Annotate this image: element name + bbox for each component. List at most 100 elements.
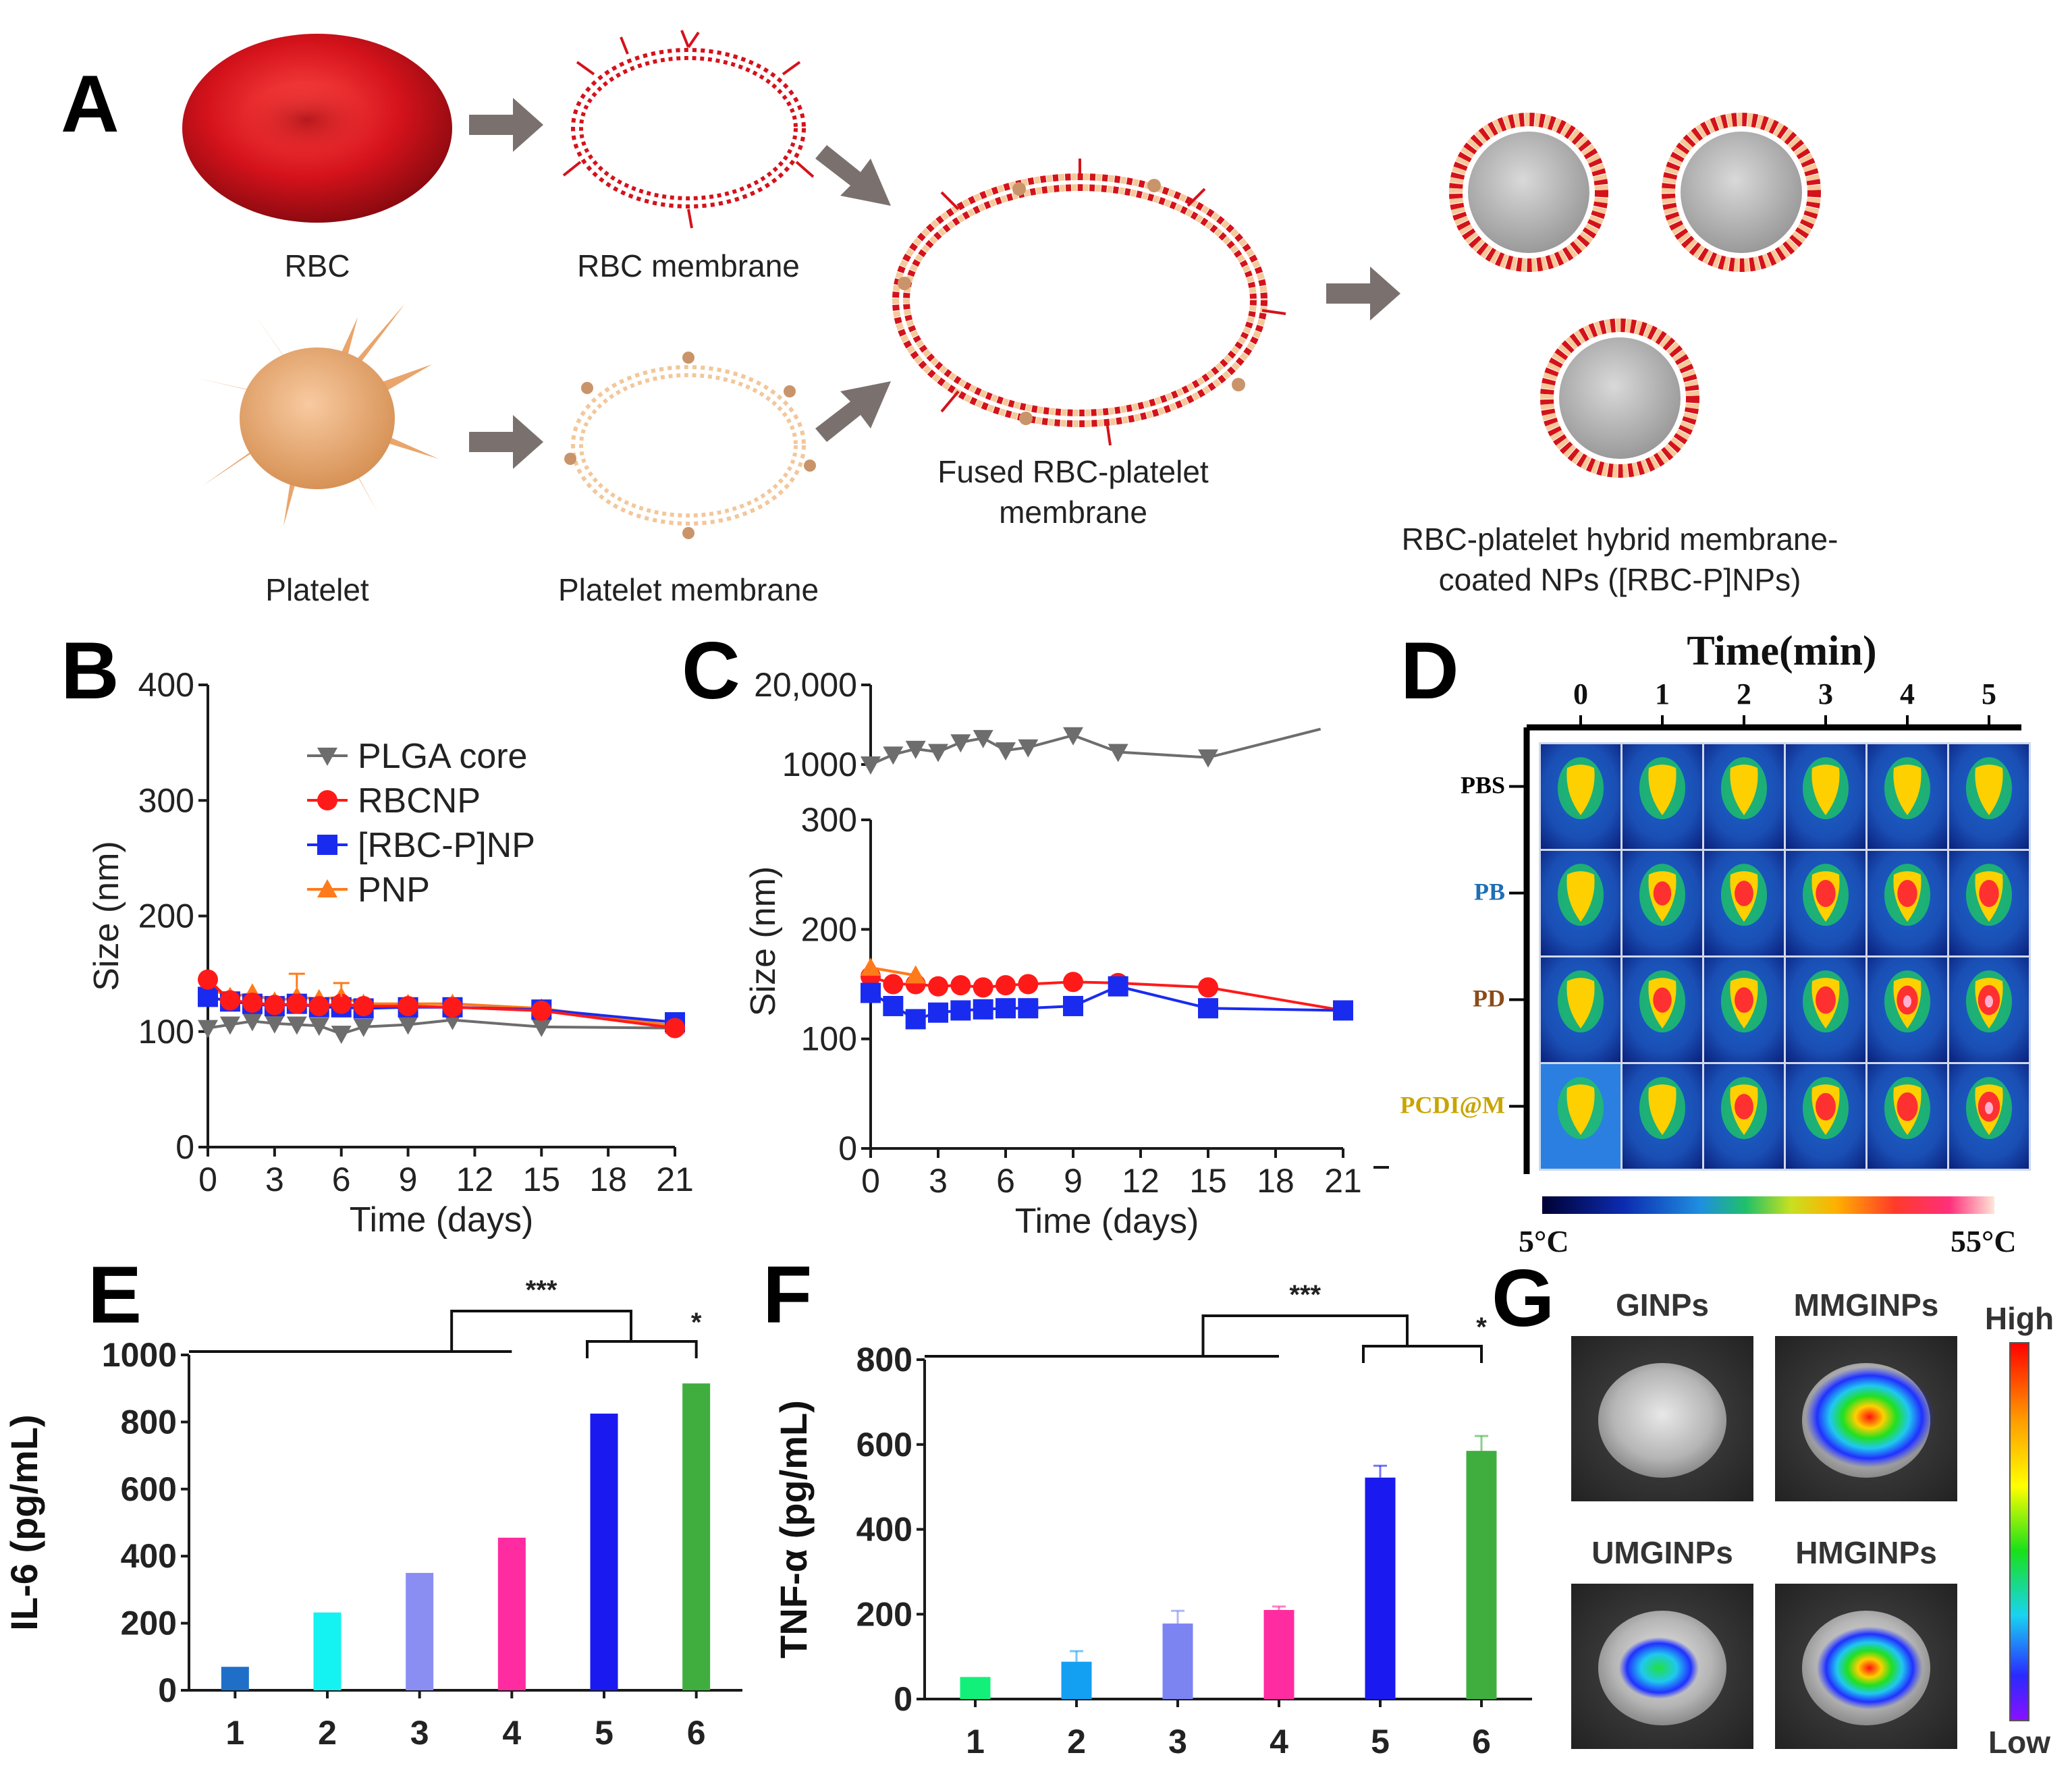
- panel-d: D Time(min) 0 1 2 3 4 5 PBS PB PD PCDI@M 5°C 55°C: [1400, 626, 2031, 1258]
- data-point: [1108, 744, 1128, 762]
- data-point: [973, 999, 993, 1020]
- hybrid-nanoparticles-illustration: [1449, 113, 1821, 478]
- x-tick-label: 18: [1257, 1162, 1294, 1200]
- x-tick-label: 1: [966, 1723, 985, 1760]
- data-point: [308, 1018, 329, 1036]
- data-point: [1198, 749, 1218, 768]
- data-point: [996, 998, 1016, 1019]
- data-point: [286, 1016, 307, 1035]
- bioluminescence-grid: GINPs MMGINPs UMGINPs HMGINPs: [1571, 1287, 1957, 1749]
- thermal-image-grid: 0 1 2 3 4 5 PBS PB PD PCDI@M: [1400, 677, 2031, 1174]
- data-point: [950, 1000, 971, 1021]
- label-rbc: RBC: [284, 248, 350, 283]
- chart-b: 0 100 200 300 400 0 3 6 9 12 15 18 21 Time (days) Size…: [87, 666, 694, 1240]
- data-point: [198, 1020, 218, 1038]
- x-tick-label: 6: [332, 1161, 351, 1198]
- data-point: [861, 982, 881, 1003]
- x-axis-label: Time (days): [1015, 1202, 1199, 1241]
- significance-bracket: [586, 1340, 698, 1358]
- colorbar-min-label: 5°C: [1519, 1224, 1569, 1258]
- label-platelet-membrane: Platelet membrane: [558, 572, 819, 607]
- data-point: [317, 879, 337, 897]
- significance-bracket: [450, 1310, 632, 1352]
- data-point: [219, 990, 240, 1011]
- data-point: [928, 976, 948, 997]
- y-tick-label: 300: [138, 781, 194, 819]
- y-tick-label: 400: [138, 666, 194, 704]
- label-hybrid-line2: coated NPs ([RBC-P]NPs): [1439, 562, 1801, 597]
- x-tick-label: 0: [198, 1161, 217, 1198]
- data-point: [264, 1015, 285, 1034]
- bar: [1466, 1451, 1497, 1699]
- x-tick-label: 21: [656, 1161, 694, 1198]
- thermal-hotspot: [1735, 1094, 1753, 1120]
- data-point: [308, 996, 329, 1017]
- thermal-hotspot: [1653, 987, 1672, 1013]
- significance-label: ***: [526, 1275, 557, 1305]
- thermal-spot: [1975, 765, 2003, 816]
- x-tick-label: 3: [410, 1714, 429, 1752]
- thermal-hotspot: [1735, 987, 1753, 1013]
- label-rbc-membrane: RBC membrane: [577, 248, 800, 283]
- y-tick-label: 0: [838, 1130, 857, 1167]
- data-point: [398, 1016, 418, 1035]
- rbc-membrane-illustration: [562, 30, 815, 229]
- data-point: [264, 995, 285, 1016]
- bar: [682, 1383, 711, 1690]
- y-tick-label: 0: [175, 1128, 194, 1166]
- data-point: [883, 974, 904, 995]
- y-tick-label: 0: [894, 1680, 912, 1718]
- x-tick-label: 2: [1067, 1723, 1086, 1760]
- data-point: [883, 995, 904, 1016]
- data-point: [905, 1009, 926, 1030]
- rbc-illustration: [182, 34, 452, 223]
- label-fused-line1: Fused RBC-platelet: [937, 454, 1209, 489]
- y-tick-label: 600: [121, 1470, 177, 1508]
- data-point: [219, 1016, 240, 1035]
- organ-shape: [1598, 1363, 1726, 1478]
- y-tick-label: 400: [121, 1537, 177, 1575]
- x-tick-label: 12: [456, 1161, 494, 1198]
- y-tick-label: 200: [138, 897, 194, 935]
- image-label: GINPs: [1616, 1287, 1709, 1323]
- bar: [406, 1573, 434, 1690]
- column-label: 4: [1900, 677, 1915, 711]
- upper-y-tick-label: 1000: [782, 746, 857, 783]
- platelet-membrane-illustration: [564, 352, 816, 539]
- platelet-illustration: [196, 304, 439, 526]
- thermal-hotspot: [1735, 881, 1753, 907]
- legend-label: PNP: [358, 870, 430, 910]
- y-tick-label: 300: [801, 801, 857, 839]
- series-line: [870, 966, 917, 977]
- significance-label: ***: [1289, 1280, 1321, 1310]
- column-label: 5: [1982, 677, 1996, 711]
- y-tick-label: 600: [856, 1426, 912, 1464]
- signal-blob: [1805, 1366, 1934, 1468]
- data-point: [996, 742, 1016, 761]
- data-point: [905, 965, 926, 984]
- column-label: 1: [1655, 677, 1670, 711]
- x-tick-label: 21: [1324, 1162, 1362, 1200]
- bar: [497, 1537, 526, 1690]
- y-tick-label: 100: [801, 1020, 857, 1058]
- data-point: [1063, 995, 1083, 1016]
- y-tick-label: 400: [856, 1511, 912, 1549]
- x-tick-label: 6: [996, 1162, 1015, 1200]
- x-tick-label: 4: [502, 1714, 521, 1752]
- data-point: [198, 987, 218, 1007]
- y-tick-label: 200: [121, 1605, 177, 1642]
- label-hybrid-line1: RBC-platelet hybrid membrane-: [1402, 522, 1838, 557]
- y-tick-label: 800: [121, 1403, 177, 1441]
- significance-bracket: [1362, 1345, 1483, 1363]
- data-point: [1018, 998, 1039, 1019]
- thermal-spot: [1566, 765, 1595, 816]
- thermal-spot: [1648, 1084, 1676, 1136]
- thermal-spot: [1730, 765, 1758, 816]
- significance-label: *: [691, 1308, 702, 1337]
- data-point: [1063, 972, 1083, 993]
- y-axis-label: TNF-α (pg/mL): [772, 1400, 815, 1659]
- row-label: PD: [1473, 985, 1505, 1012]
- x-tick-label: 3: [929, 1162, 948, 1200]
- data-point: [242, 992, 263, 1013]
